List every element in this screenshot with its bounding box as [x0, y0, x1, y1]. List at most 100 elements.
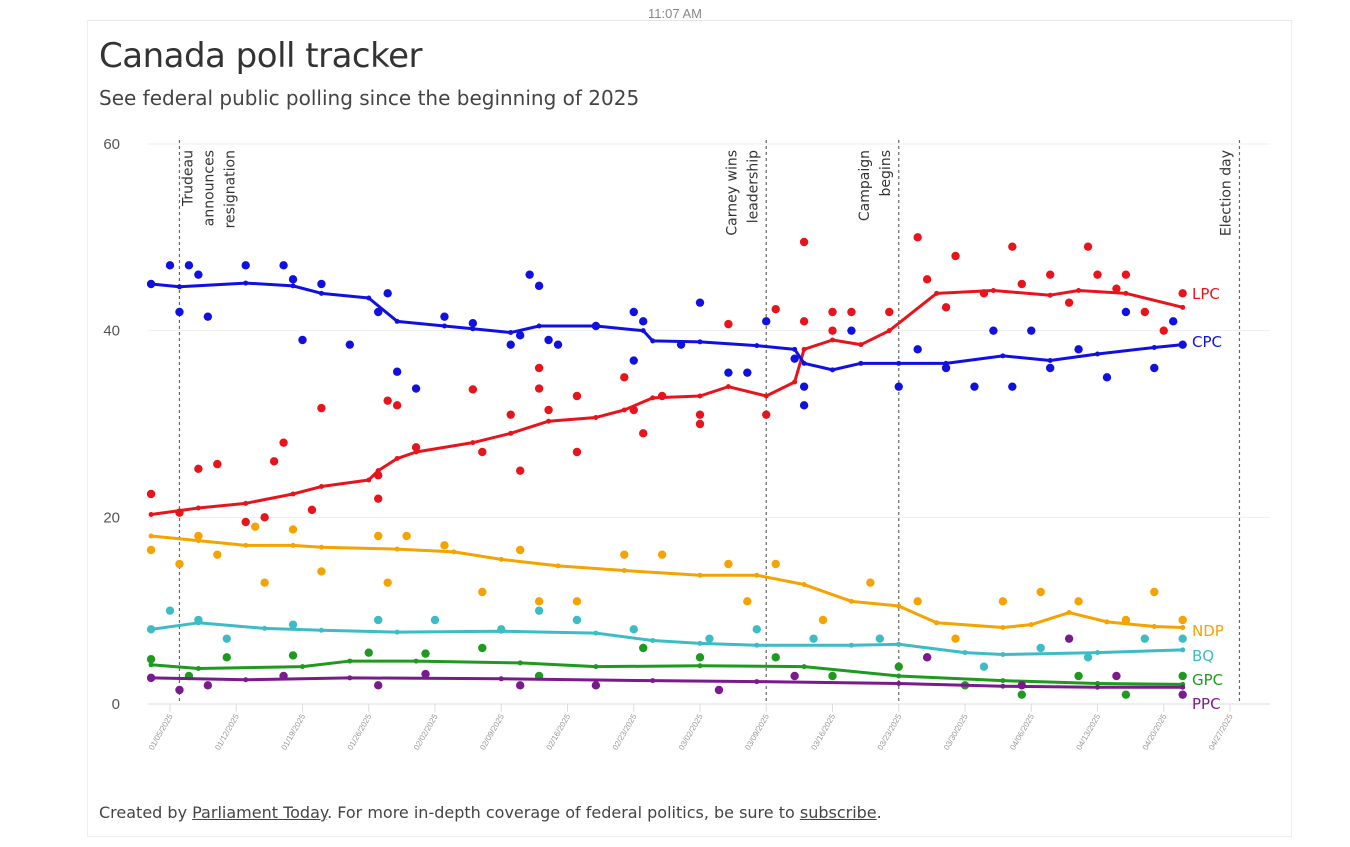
x-tick-label: 04/13/2025 [1074, 712, 1102, 752]
poll-point [1121, 690, 1131, 699]
x-tick-label: 04/27/2025 [1207, 712, 1235, 752]
poll-point [440, 541, 449, 550]
poll-point [175, 559, 184, 569]
poll-point [951, 634, 960, 643]
poll-point [534, 597, 544, 606]
trend-point [148, 662, 154, 668]
poll-point [639, 643, 648, 653]
poll-point [478, 587, 487, 597]
poll-point [260, 513, 269, 522]
poll-point [1140, 307, 1150, 317]
trend-line [150, 289, 1184, 517]
poll-point [213, 550, 222, 559]
annotation-label: Election day [1218, 150, 1234, 236]
trend-point [300, 664, 306, 670]
poll-point [515, 681, 525, 690]
poll-point [383, 578, 392, 587]
trend-point [830, 367, 836, 373]
trend-point [858, 342, 864, 348]
poll-point [894, 662, 903, 671]
poll-point [478, 643, 487, 653]
annotation-label: Trudeau [180, 150, 196, 207]
poll-point [922, 653, 932, 662]
poll-point [222, 634, 231, 643]
trend-point [593, 414, 599, 420]
poll-point [440, 312, 449, 321]
x-tick-label: 02/16/2025 [544, 712, 572, 752]
poll-point [1027, 326, 1036, 335]
poll-point [695, 410, 705, 419]
trend-line [150, 621, 1183, 657]
series-label: GPC [1192, 671, 1223, 689]
poll-point [288, 620, 298, 629]
series-label: CPC [1192, 333, 1222, 351]
poll-point [1064, 298, 1074, 307]
page-subtitle: See federal public polling since the beg… [99, 86, 640, 110]
poll-point [771, 305, 780, 314]
trend-point [555, 563, 561, 569]
poll-point [979, 662, 989, 671]
footer-middle: . For more in-depth coverage of federal … [327, 803, 800, 822]
trend-point [1095, 650, 1101, 656]
trend-point [1000, 353, 1006, 359]
poll-point [799, 401, 809, 410]
series-label: PPC [1192, 695, 1221, 713]
poll-point [847, 307, 856, 317]
x-tick-label: 03/30/2025 [942, 712, 970, 752]
poll-point [515, 545, 525, 555]
poll-point [1112, 671, 1121, 681]
poll-point [279, 438, 288, 447]
trend-point [394, 456, 400, 462]
trend-point [318, 290, 324, 296]
trend-point [962, 650, 968, 656]
trend-point [498, 676, 504, 682]
trend-point [546, 418, 552, 424]
trend-point [441, 323, 447, 329]
poll-point [705, 634, 714, 643]
parliament-today-link[interactable]: Parliament Today [192, 803, 328, 822]
chart-card [87, 20, 1292, 837]
x-tick-label: 03/02/2025 [677, 712, 705, 752]
trend-point [148, 675, 154, 681]
poll-point [828, 326, 837, 335]
poll-point [970, 382, 979, 391]
trend-point [1000, 683, 1006, 689]
trend-point [896, 360, 902, 366]
poll-point [194, 531, 203, 541]
poll-point [184, 261, 194, 270]
poll-point [799, 382, 809, 391]
poll-point [1150, 363, 1159, 373]
series-ppc: PPC [146, 634, 1221, 713]
poll-point [629, 307, 638, 317]
trend-point [413, 658, 419, 664]
trend-point [621, 407, 627, 413]
x-tick-label: 02/09/2025 [478, 712, 506, 752]
trend-point [697, 393, 703, 399]
subscribe-link[interactable]: subscribe [799, 803, 877, 822]
poll-point [790, 354, 799, 363]
poll-point [828, 671, 837, 681]
poll-point [525, 270, 534, 279]
x-tick-label: 01/26/2025 [346, 712, 374, 752]
y-tick-label: 40 [103, 323, 120, 340]
poll-point [534, 281, 544, 291]
poll-point [724, 559, 733, 569]
trend-point [318, 544, 324, 550]
trend-point [413, 449, 419, 455]
trend-point [1028, 622, 1034, 628]
poll-point [288, 651, 298, 660]
poll-point [620, 373, 629, 382]
poll-point [317, 279, 326, 289]
poll-point [146, 545, 156, 555]
trend-point [347, 658, 353, 664]
poll-point [913, 345, 922, 354]
trend-point [1095, 351, 1101, 357]
x-tick-label: 03/23/2025 [876, 712, 904, 752]
poll-point [951, 251, 960, 261]
poll-point [724, 319, 733, 329]
poll-point [866, 578, 875, 587]
status-bar-time: 11:07 AM [648, 6, 702, 21]
poll-point [572, 447, 582, 457]
trend-point [243, 280, 249, 286]
